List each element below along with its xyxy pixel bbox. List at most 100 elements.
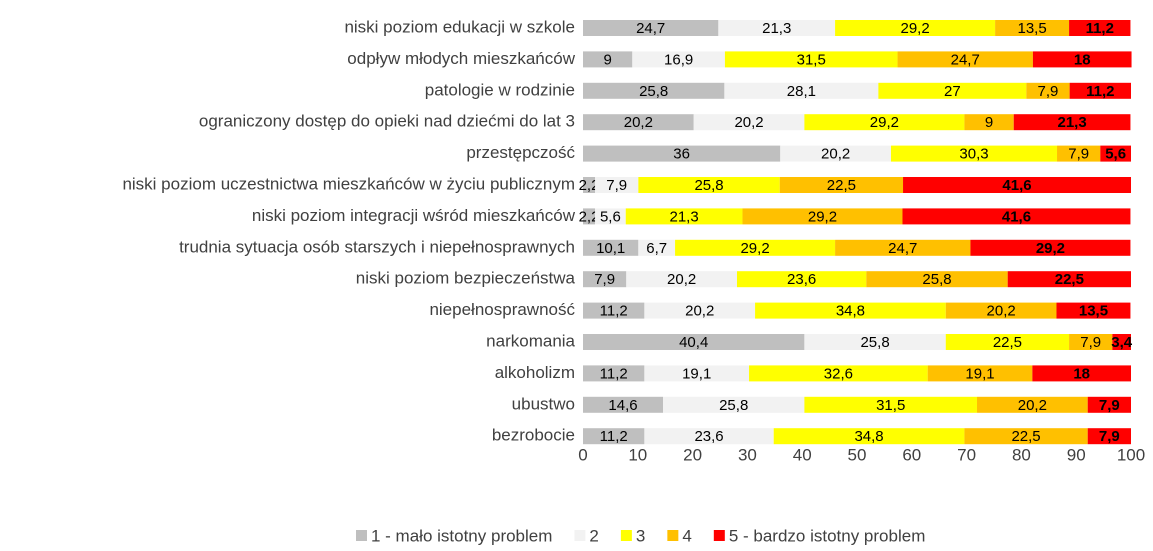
bar-segment <box>755 302 946 319</box>
bar-segment <box>1013 114 1131 131</box>
data-label: 28,1 <box>787 83 816 100</box>
bar-segment <box>1026 82 1070 99</box>
data-label: 20,2 <box>1018 397 1047 414</box>
bar-segment <box>804 114 965 131</box>
data-label: 18 <box>1074 51 1091 68</box>
data-label: 6,7 <box>646 240 667 257</box>
bar-segment <box>970 239 1131 256</box>
data-label: 22,5 <box>1055 271 1084 288</box>
bar-segment <box>718 20 836 36</box>
data-label: 29,2 <box>740 240 769 257</box>
bar-segment <box>964 114 1014 131</box>
bar-segment <box>632 51 725 68</box>
x-tick-label: 0 <box>578 445 587 464</box>
x-tick-label: 20 <box>683 445 702 464</box>
category-label: niski poziom edukacji w szkole <box>344 17 575 36</box>
x-tick-label: 60 <box>902 445 921 464</box>
bar-segment <box>1032 365 1131 382</box>
legend-label: 3 <box>636 526 645 545</box>
x-tick-label: 100 <box>1117 445 1145 464</box>
category-label: bezrobocie <box>492 426 575 445</box>
x-tick-label: 50 <box>848 445 867 464</box>
bar-segment <box>742 208 903 225</box>
bar-segment <box>724 82 879 99</box>
bar-segment <box>583 239 639 256</box>
bar-segment <box>638 177 780 193</box>
legend-swatch <box>574 530 586 541</box>
data-label: 20,2 <box>821 146 850 163</box>
category-label: przestępczość <box>466 143 575 162</box>
bar-segment <box>780 145 891 162</box>
data-label: 7,9 <box>594 271 615 288</box>
data-label: 16,9 <box>664 51 693 68</box>
data-label: 20,2 <box>685 303 714 320</box>
legend-label: 4 <box>682 526 691 545</box>
data-label: 19,1 <box>682 365 711 382</box>
bar-segment <box>638 239 676 256</box>
bar-segment <box>583 302 645 319</box>
bar-segment <box>583 82 725 99</box>
x-tick-label: 10 <box>628 445 647 464</box>
bar-segment <box>1032 51 1132 68</box>
data-label: 7,9 <box>1068 146 1089 163</box>
data-label: 9 <box>985 114 993 131</box>
bar-segment <box>927 365 1033 382</box>
bar-segment <box>897 51 1033 68</box>
data-label: 13,5 <box>1079 303 1108 320</box>
bar-segment <box>945 334 1070 350</box>
data-label: 11,2 <box>600 303 628 320</box>
category-label: odpływ młodych mieszkańców <box>347 49 575 68</box>
bar-segment <box>1069 20 1131 36</box>
category-label: niski poziom integracji wśród mieszkańcó… <box>252 206 576 225</box>
bar-segment <box>583 177 596 193</box>
x-tick-label: 30 <box>738 445 757 464</box>
data-label: 20,2 <box>734 114 763 131</box>
data-label: 25,8 <box>639 83 668 100</box>
data-label: 29,2 <box>900 20 929 37</box>
data-label: 22,5 <box>827 177 856 194</box>
bar-segment <box>878 82 1027 99</box>
data-label: 32,6 <box>824 365 853 382</box>
x-tick-label: 90 <box>1067 445 1086 464</box>
data-label: 11,2 <box>1086 20 1114 37</box>
bar-segment <box>595 177 639 193</box>
bar-segment <box>693 114 805 131</box>
data-label: 34,8 <box>836 303 865 320</box>
bar-segment <box>1069 334 1113 350</box>
bar-segment <box>724 51 898 68</box>
data-label: 2,2 <box>579 177 600 194</box>
data-label: 5,6 <box>1105 146 1126 163</box>
bar-segment <box>644 365 750 382</box>
bar-segment <box>595 208 626 225</box>
legend-swatch <box>667 530 679 541</box>
data-label: 7,9 <box>1099 428 1120 445</box>
bar-segment <box>964 428 1088 445</box>
bar-segment <box>1100 145 1131 162</box>
category-label: niepełnosprawność <box>429 300 575 319</box>
bar-segment <box>675 239 836 256</box>
data-label: 22,5 <box>1011 428 1040 445</box>
bar-segment <box>736 271 867 288</box>
data-label: 25,8 <box>922 271 951 288</box>
data-label: 7,9 <box>1080 334 1101 351</box>
data-label: 25,8 <box>694 177 723 194</box>
bar-segment <box>903 177 1131 193</box>
bar-segment <box>583 365 645 382</box>
bar-segment <box>583 271 627 288</box>
data-label: 24,7 <box>951 51 980 68</box>
data-label: 20,2 <box>624 114 653 131</box>
data-label: 21,3 <box>670 208 699 225</box>
bar-segment <box>1057 145 1101 162</box>
legend-label: 5 - bardzo istotny problem <box>729 526 926 545</box>
data-label: 10,1 <box>596 240 625 257</box>
data-label: 7,9 <box>606 177 627 194</box>
bar-segment <box>804 334 946 350</box>
legend-label: 1 - mało istotny problem <box>371 526 552 545</box>
bar-segment <box>902 208 1131 225</box>
legend-swatch <box>713 530 725 541</box>
data-label: 19,1 <box>965 365 994 382</box>
data-label: 20,2 <box>987 303 1016 320</box>
data-label: 31,5 <box>876 397 905 414</box>
data-label: 5,6 <box>600 208 621 225</box>
bar-segment <box>995 20 1070 36</box>
